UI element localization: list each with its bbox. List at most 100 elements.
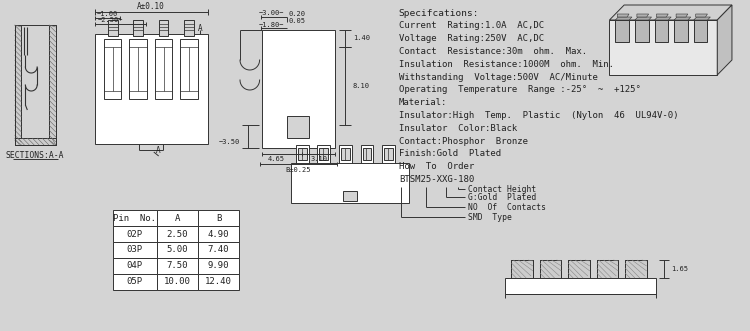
Text: 10.00: 10.00 (164, 277, 190, 287)
Text: Voltage  Rating:250V  AC,DC: Voltage Rating:250V AC,DC (399, 34, 544, 43)
Bar (198, 210, 239, 226)
Text: 02P: 02P (126, 229, 142, 239)
Bar (159, 20, 169, 36)
Text: 0.20: 0.20 (288, 11, 305, 17)
Bar (287, 116, 309, 138)
Text: Insulation  Resistance:1000M  ohm.  Min.: Insulation Resistance:1000M ohm. Min. (399, 60, 614, 69)
Text: 03P: 03P (126, 246, 142, 255)
Polygon shape (696, 14, 707, 17)
Polygon shape (694, 17, 710, 20)
Bar (568, 260, 590, 278)
Text: 04P: 04P (126, 261, 142, 270)
Text: G:Gold  Plated: G:Gold Plated (468, 193, 536, 202)
Bar (540, 260, 562, 278)
Text: A: A (156, 146, 160, 155)
Polygon shape (676, 14, 688, 17)
Text: 1.40: 1.40 (352, 35, 370, 41)
Text: 0.05: 0.05 (288, 18, 305, 24)
Polygon shape (635, 17, 652, 20)
Bar (635, 20, 649, 42)
Bar (361, 145, 374, 165)
Polygon shape (610, 5, 732, 20)
Bar (674, 20, 688, 42)
Text: Contact  Resistance:30m  ohm.  Max.: Contact Resistance:30m ohm. Max. (399, 47, 587, 56)
Bar (298, 148, 307, 160)
Polygon shape (655, 17, 671, 20)
Text: A: A (197, 24, 202, 32)
Bar (157, 242, 198, 258)
Text: −3.00−: −3.00− (259, 10, 284, 16)
Bar (382, 145, 394, 165)
Text: Contact Height: Contact Height (468, 185, 536, 194)
Text: NO  Of  Contacts: NO Of Contacts (468, 203, 546, 212)
Bar (262, 30, 335, 148)
Text: SECTIONS:A-A: SECTIONS:A-A (6, 151, 64, 160)
Bar (112, 226, 157, 242)
Bar (14, 138, 55, 145)
Bar (129, 39, 147, 99)
Bar (626, 260, 646, 278)
Text: Current  Rating:1.0A  AC,DC: Current Rating:1.0A AC,DC (399, 21, 544, 30)
Text: SMD  Type: SMD Type (468, 213, 512, 222)
Text: Insulator:High  Temp.  Plastic  (Nylon  46  UL94V-0): Insulator:High Temp. Plastic (Nylon 46 U… (399, 111, 678, 120)
Text: Specifcations:: Specifcations: (399, 9, 479, 18)
Bar (112, 258, 157, 274)
Bar (597, 260, 618, 278)
Bar (157, 258, 198, 274)
Bar (615, 20, 629, 42)
Bar (341, 148, 350, 160)
Bar (626, 260, 646, 278)
Text: −3.50: −3.50 (219, 139, 240, 145)
Bar (112, 274, 157, 290)
Text: B: B (216, 213, 221, 222)
Text: 4.65: 4.65 (268, 156, 285, 162)
Bar (505, 278, 656, 294)
Text: 9.90: 9.90 (208, 261, 230, 270)
Text: Finish:Gold  Plated: Finish:Gold Plated (399, 149, 501, 158)
Bar (512, 260, 533, 278)
Bar (108, 20, 118, 36)
Polygon shape (615, 17, 632, 20)
Text: 1.65: 1.65 (671, 266, 688, 272)
Bar (343, 191, 356, 201)
Bar (157, 274, 198, 290)
Text: Material:: Material: (399, 98, 447, 107)
Bar (568, 260, 590, 278)
Text: 4.90: 4.90 (208, 229, 230, 239)
Text: Insulator  Color:Black: Insulator Color:Black (399, 124, 517, 133)
Bar (198, 258, 239, 274)
Bar (134, 20, 143, 36)
Bar (157, 226, 198, 242)
Text: Pin  No.: Pin No. (112, 213, 156, 222)
Text: 8.10: 8.10 (352, 83, 370, 89)
Bar (22, 25, 49, 138)
Text: Contact:Phosphor  Bronze: Contact:Phosphor Bronze (399, 136, 528, 146)
Bar (95, 34, 208, 144)
Polygon shape (717, 5, 732, 75)
Text: A: A (175, 213, 180, 222)
Bar (597, 260, 618, 278)
Polygon shape (617, 14, 629, 17)
Polygon shape (674, 17, 691, 20)
Bar (320, 148, 328, 160)
Bar (14, 25, 22, 145)
Text: 05P: 05P (126, 277, 142, 287)
Bar (112, 210, 157, 226)
Bar (104, 39, 122, 99)
Bar (198, 226, 239, 242)
Text: How  To  Order: How To Order (399, 162, 474, 171)
Bar (198, 274, 239, 290)
Bar (339, 145, 352, 165)
Text: B±0.25: B±0.25 (285, 167, 310, 173)
Bar (694, 20, 707, 42)
Bar (180, 39, 198, 99)
Text: 3.10: 3.10 (310, 156, 328, 162)
Bar (296, 145, 308, 165)
Polygon shape (637, 14, 649, 17)
Bar (655, 20, 668, 42)
Text: 12.40: 12.40 (205, 277, 232, 287)
Bar (157, 210, 198, 226)
Bar (154, 39, 172, 99)
Bar (610, 20, 717, 75)
Text: 7.50: 7.50 (166, 261, 188, 270)
